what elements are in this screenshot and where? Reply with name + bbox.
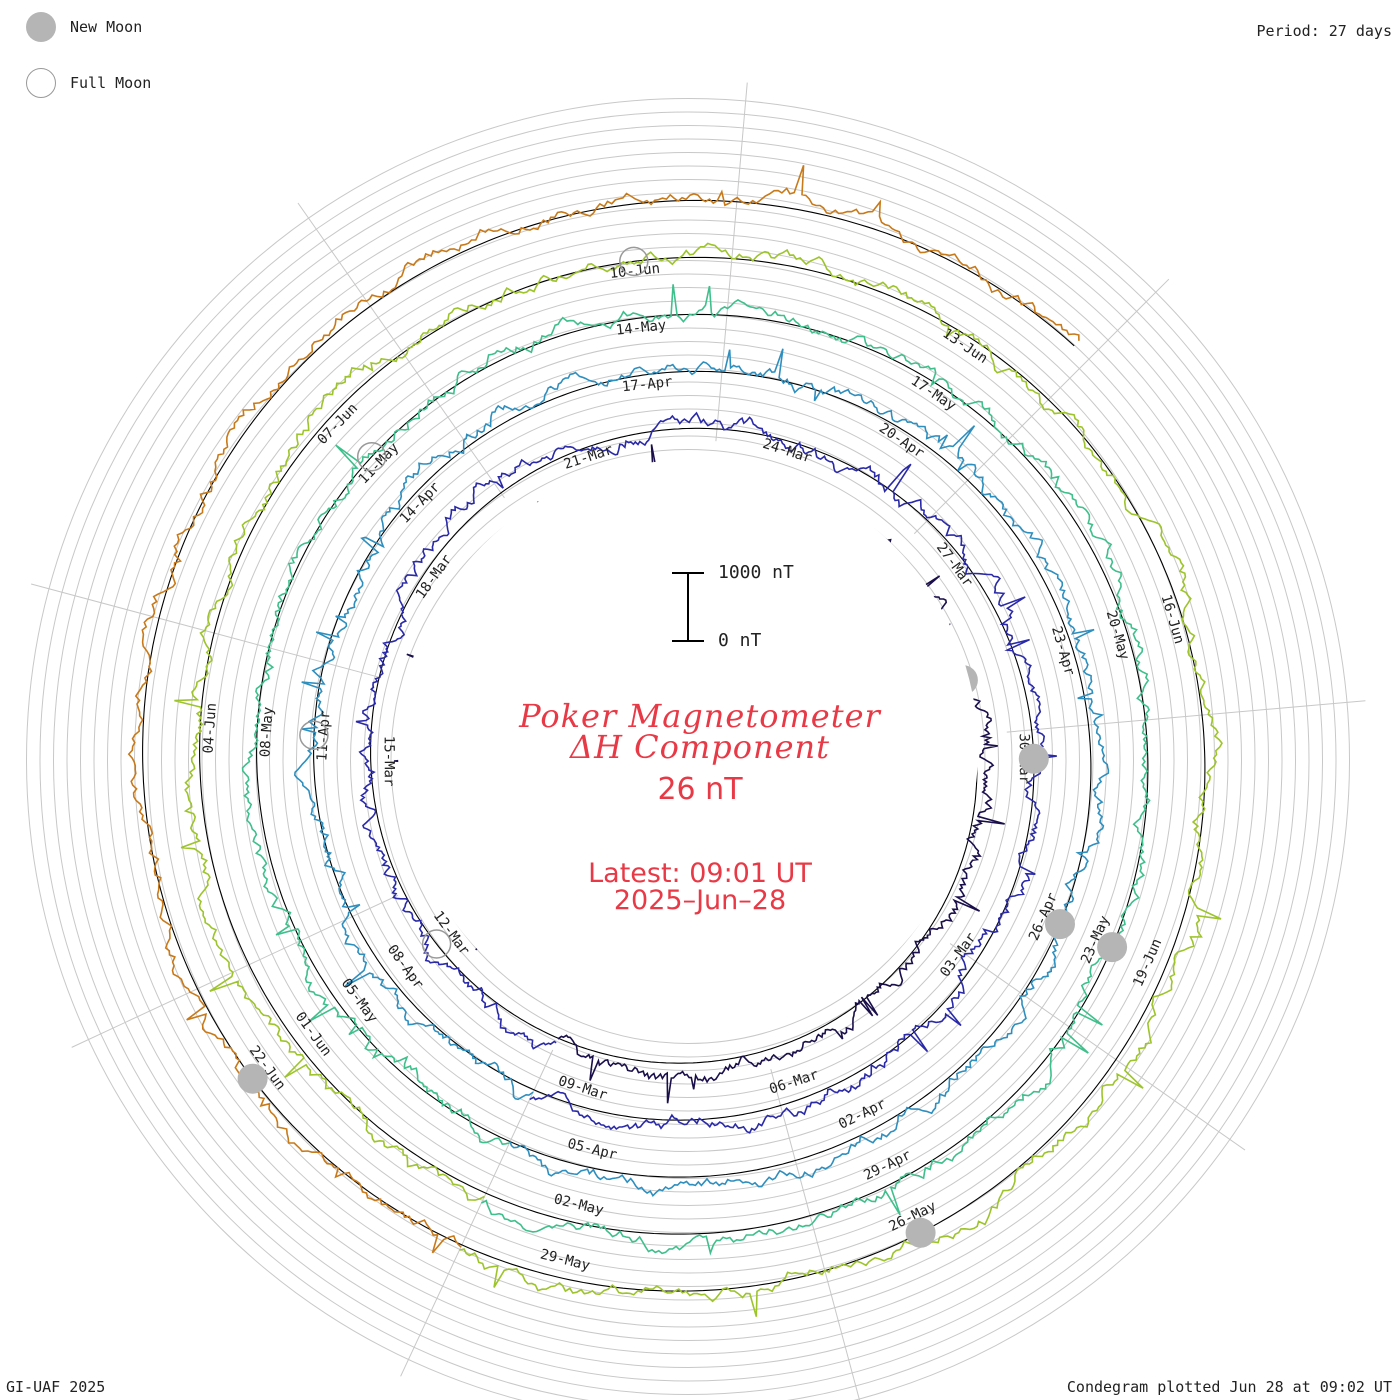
grid-circle xyxy=(228,300,1148,1220)
new-moon-marker xyxy=(237,1063,268,1094)
new-moon-marker xyxy=(1045,909,1075,940)
radial-spoke xyxy=(1006,700,1366,733)
footer-plot-time: Condegram plotted Jun 28 at 09:02 UT xyxy=(1066,1378,1392,1396)
grid-circle xyxy=(255,327,1121,1193)
date-label: 06-Mar xyxy=(767,1067,820,1098)
full-moon-marker xyxy=(299,720,329,750)
grid-circle xyxy=(53,125,1323,1395)
new-moon-marker xyxy=(1018,743,1049,774)
date-label: 09-Mar xyxy=(556,1073,609,1104)
grid-circle xyxy=(282,354,1094,1166)
current-value: 26 nT xyxy=(657,772,743,807)
grid-circle xyxy=(39,111,1337,1400)
date-label: 04-Jun xyxy=(201,702,220,754)
legend-full-moon-label: Full Moon xyxy=(70,74,152,92)
full-moon-marker xyxy=(619,246,649,277)
grid-circle xyxy=(377,449,999,1071)
grid-circle xyxy=(188,260,1188,1260)
date-label: 10-Jun xyxy=(609,261,661,282)
radial-spoke xyxy=(715,82,748,442)
date-label: 19-Jun xyxy=(1130,936,1165,989)
date-label: 15-Mar xyxy=(381,736,397,787)
grid-circle xyxy=(215,287,1161,1233)
full-moon-icon xyxy=(26,68,56,98)
date-label: 17-Apr xyxy=(621,374,673,395)
radial-spoke xyxy=(770,1068,861,1400)
trace-series-5 xyxy=(174,242,1223,1317)
grid-circle xyxy=(363,435,1013,1085)
radial-spoke xyxy=(400,1049,554,1377)
legend-full-moon: Full Moon xyxy=(26,68,151,98)
grid-circle xyxy=(26,98,1350,1400)
trace-series-4 xyxy=(241,284,1151,1256)
new-moon-marker xyxy=(905,1217,936,1248)
trace-series-3 xyxy=(293,348,1110,1198)
grid-circle xyxy=(80,152,1296,1368)
date-label: 14-May xyxy=(615,317,667,338)
grid-circle xyxy=(93,165,1283,1355)
radial-spoke xyxy=(297,202,505,499)
radial-spoke xyxy=(949,943,1246,1151)
date-label: 08-Apr xyxy=(384,942,427,992)
period-label: Period: 27 days xyxy=(1256,22,1392,40)
full-moon-marker xyxy=(421,929,452,959)
trace-series-2 xyxy=(355,411,1057,1134)
latest-date: 2025–Jun–28 xyxy=(613,885,787,916)
grid-circle xyxy=(323,395,1053,1125)
footer-credit: GI-UAF 2025 xyxy=(6,1378,106,1396)
date-label: 27-Mar xyxy=(933,540,976,590)
center-disc xyxy=(398,460,978,1040)
grid-circle xyxy=(66,138,1310,1382)
legend-new-moon-label: New Moon xyxy=(70,18,143,36)
grid-circle xyxy=(201,273,1175,1247)
scale-top-label: 1000 nT xyxy=(718,562,794,583)
trace-series-6 xyxy=(127,165,1080,1254)
date-label: 29-May xyxy=(539,1247,592,1275)
grid-circle xyxy=(269,341,1107,1179)
radial-spoke xyxy=(71,894,399,1048)
grid-circle xyxy=(174,246,1202,1274)
grid-circle xyxy=(309,381,1067,1139)
grid-circle xyxy=(107,179,1269,1341)
scale-bottom-label: 0 nT xyxy=(718,630,762,651)
spiral-baseline xyxy=(142,199,1206,1292)
date-label: 08-May xyxy=(257,706,276,758)
legend-new-moon: New Moon xyxy=(26,12,142,42)
full-moon-marker xyxy=(356,441,387,472)
chart-subtitle: ΔH Component xyxy=(569,728,831,766)
grid-circle xyxy=(134,206,1242,1314)
grid-circle xyxy=(120,192,1256,1328)
grid-circle xyxy=(147,219,1229,1301)
latest-time: Latest: 09:01 UT xyxy=(588,858,812,889)
radial-spoke xyxy=(913,278,1170,535)
date-label: 03-Mar xyxy=(937,930,980,980)
chart-title: Poker Magnetometer xyxy=(519,697,881,735)
new-moon-icon xyxy=(26,12,56,42)
date-label: 02-Apr xyxy=(836,1096,888,1133)
new-moon-marker xyxy=(1097,932,1128,963)
grid-circle xyxy=(296,368,1080,1152)
